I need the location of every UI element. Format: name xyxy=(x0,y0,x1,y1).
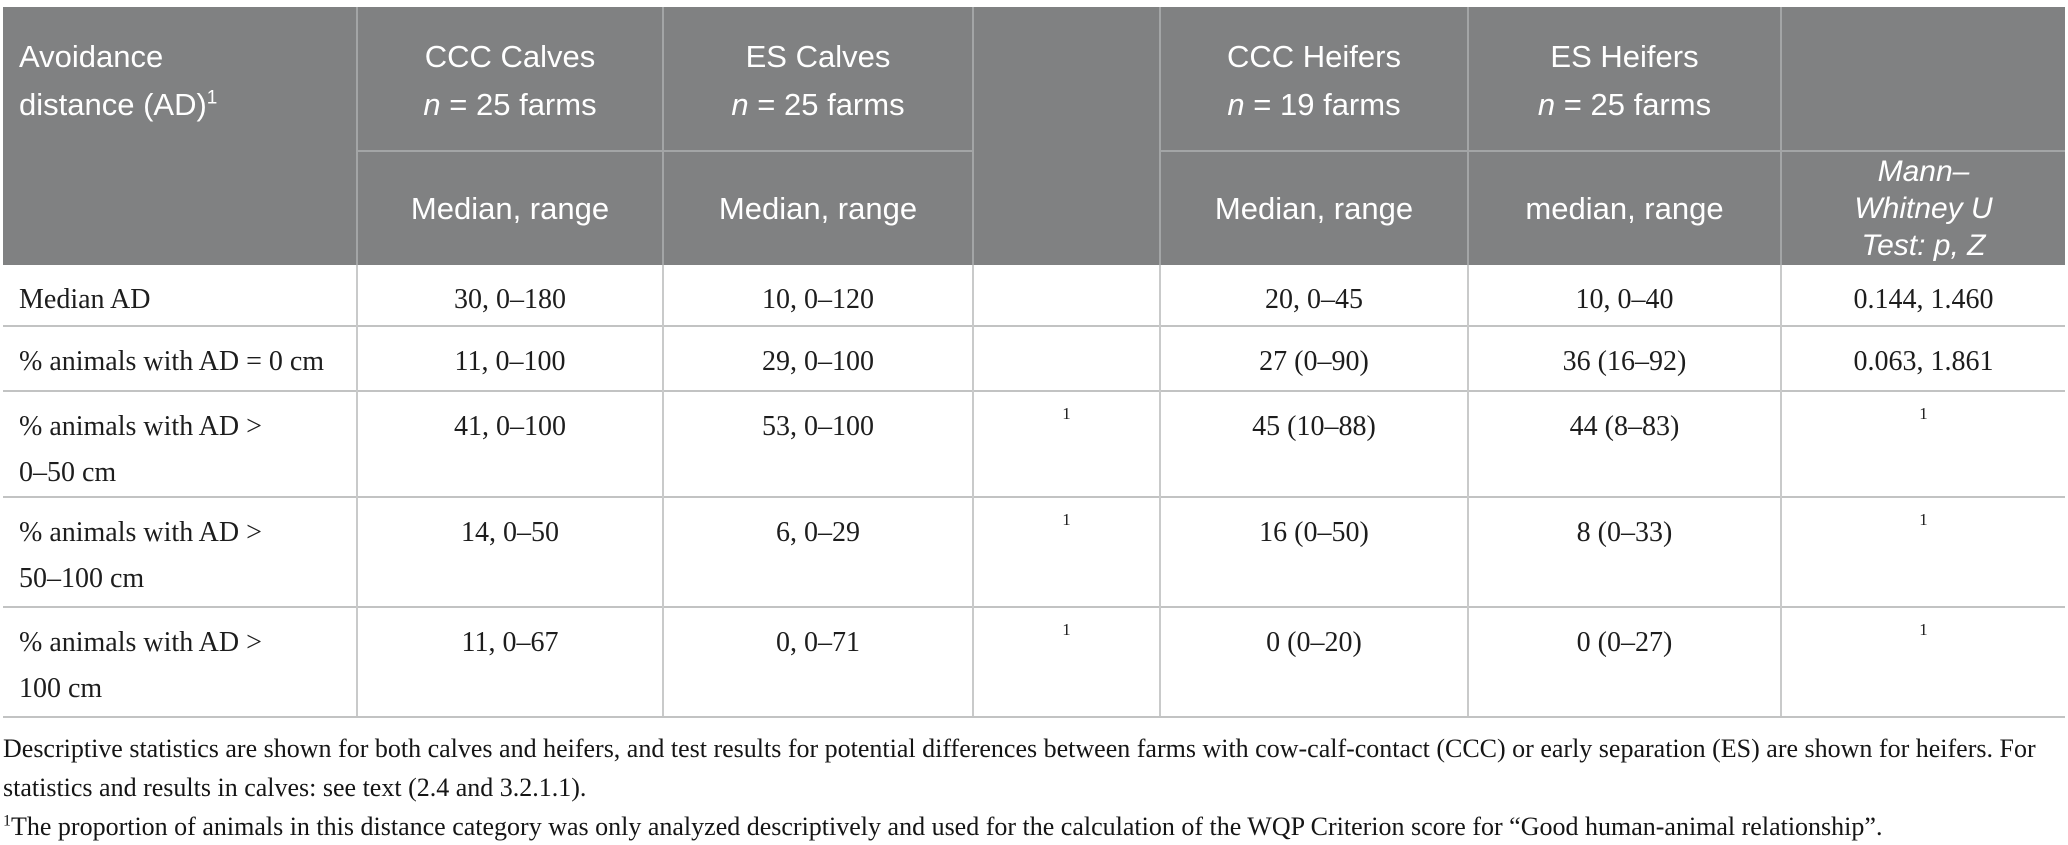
footnote-general: Descriptive statistics are shown for bot… xyxy=(3,734,2036,802)
row-label: % animals with AD >100 cm xyxy=(3,606,357,718)
header-es-calves: ES Calves n = 25 farms xyxy=(662,7,973,151)
cell-footnote-mark: 1 xyxy=(972,606,1160,718)
cell-spacer xyxy=(972,325,1160,391)
row-ad-over-100: % animals with AD >100 cm 11, 0–67 0, 0–… xyxy=(3,606,2065,718)
row-median-ad: Median AD 30, 0–180 10, 0–120 20, 0–45 1… xyxy=(3,265,2065,326)
header-es-calves-title: ES Calves xyxy=(745,39,891,74)
subheader-ccc-heifers: Median, range xyxy=(1159,150,1468,265)
cell-es-heifers: 8 (0–33) xyxy=(1467,496,1781,607)
header-ccc-calves: CCC Calves n = 25 farms xyxy=(356,7,663,151)
cell-mann-whitney: 0.063, 1.861 xyxy=(1780,325,2065,391)
avoidance-distance-table: Avoidance distance (AD)1 CCC Calves n = … xyxy=(3,7,2065,718)
subheader-ccc-calves: Median, range xyxy=(356,150,663,265)
cell-ccc-calves: 14, 0–50 xyxy=(356,496,663,607)
cell-es-calves: 10, 0–120 xyxy=(662,265,973,326)
cell-ccc-heifers: 45 (10–88) xyxy=(1159,390,1468,497)
row-ad-0-50: % animals with AD >0–50 cm 41, 0–100 53,… xyxy=(3,390,2065,497)
cell-es-heifers: 0 (0–27) xyxy=(1467,606,1781,718)
row-label: Median AD xyxy=(19,284,151,315)
row-ad-equal-0: % animals with AD = 0 cm 11, 0–100 29, 0… xyxy=(3,325,2065,391)
footnote-1: 1The proportion of animals in this dista… xyxy=(3,807,2061,845)
cell-footnote-mark: 1 xyxy=(1780,606,2065,718)
table-footnotes: Descriptive statistics are shown for bot… xyxy=(3,729,2061,845)
header-avoidance-distance: Avoidance distance (AD)1 xyxy=(3,7,357,265)
cell-footnote-mark: 1 xyxy=(972,496,1160,607)
header-ccc-calves-title: CCC Calves xyxy=(424,39,596,74)
table-body: Median AD 30, 0–180 10, 0–120 20, 0–45 1… xyxy=(3,265,2065,718)
subheader-mann-whitney: Mann–Whitney U Test: p, Z xyxy=(1780,150,2065,265)
cell-es-calves: 0, 0–71 xyxy=(662,606,973,718)
subheader-es-heifers: median, range xyxy=(1467,150,1781,265)
header-es-heifers-n: n = 25 farms xyxy=(1537,87,1712,122)
cell-ccc-heifers: 27 (0–90) xyxy=(1159,325,1468,391)
cell-es-calves: 6, 0–29 xyxy=(662,496,973,607)
row-ad-50-100: % animals with AD >50–100 cm 14, 0–50 6,… xyxy=(3,496,2065,607)
cell-es-calves: 29, 0–100 xyxy=(662,325,973,391)
header-ccc-calves-n: n = 25 farms xyxy=(423,87,597,122)
footnote-1-mark: 1 xyxy=(3,812,11,830)
cell-ccc-calves: 30, 0–180 xyxy=(356,265,663,326)
header-title-line1: Avoidance xyxy=(19,39,164,74)
header-ccc-heifers-title: CCC Heifers xyxy=(1227,39,1401,74)
cell-footnote-mark: 1 xyxy=(1780,496,2065,607)
header-group-row: Avoidance distance (AD)1 CCC Calves n = … xyxy=(3,7,2065,265)
row-label: % animals with AD >50–100 cm xyxy=(3,496,357,607)
cell-footnote-mark: 1 xyxy=(1780,390,2065,497)
cell-es-heifers: 36 (16–92) xyxy=(1467,325,1781,391)
cell-es-heifers: 44 (8–83) xyxy=(1467,390,1781,497)
header-es-heifers: ES Heifers n = 25 farms xyxy=(1467,7,1781,151)
cell-es-calves: 53, 0–100 xyxy=(662,390,973,497)
header-sub-row: Median, range Median, range Median, rang… xyxy=(3,150,2065,265)
cell-footnote-mark: 1 xyxy=(972,390,1160,497)
header-es-heifers-title: ES Heifers xyxy=(1550,39,1699,74)
row-label: % animals with AD >0–50 cm xyxy=(3,390,357,497)
row-label: % animals with AD = 0 cm xyxy=(3,325,357,391)
subheader-es-calves: Median, range xyxy=(662,150,973,265)
table-header: Avoidance distance (AD)1 CCC Calves n = … xyxy=(3,7,2065,265)
cell-ccc-calves: 41, 0–100 xyxy=(356,390,663,497)
header-title-line2: distance (AD)1 xyxy=(19,87,218,122)
header-ccc-heifers: CCC Heifers n = 19 farms xyxy=(1159,7,1468,151)
header-spacer-column xyxy=(972,7,1160,265)
cell-ccc-calves: 11, 0–67 xyxy=(356,606,663,718)
footnote-1-text: The proportion of animals in this distan… xyxy=(11,812,1883,841)
cell-ccc-heifers: 0 (0–20) xyxy=(1159,606,1468,718)
cell-ccc-heifers: 20, 0–45 xyxy=(1159,265,1468,326)
cell-spacer xyxy=(972,265,1160,326)
cell-mann-whitney: 0.144, 1.460 xyxy=(1780,265,2065,326)
header-ccc-heifers-n: n = 19 farms xyxy=(1227,87,1401,122)
header-es-calves-n: n = 25 farms xyxy=(731,87,905,122)
cell-ccc-calves: 11, 0–100 xyxy=(356,325,663,391)
header-stat-top xyxy=(1780,7,2065,151)
cell-es-heifers: 10, 0–40 xyxy=(1467,265,1781,326)
footnote-mark: 1 xyxy=(206,87,218,109)
cell-ccc-heifers: 16 (0–50) xyxy=(1159,496,1468,607)
